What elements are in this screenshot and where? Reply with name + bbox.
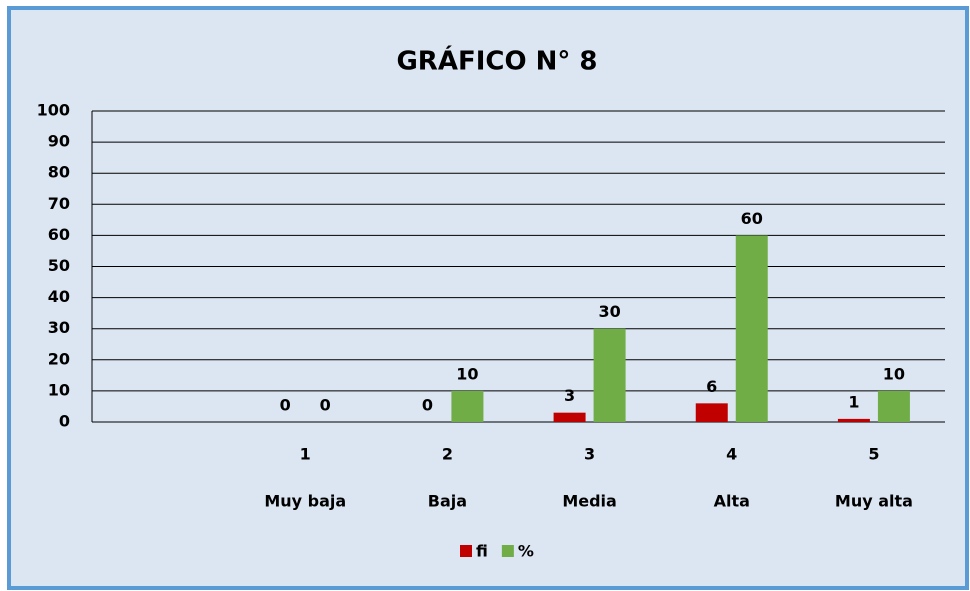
data-label: 0	[320, 396, 331, 415]
bar	[877, 390, 910, 422]
x-category-name: Media	[562, 492, 617, 511]
y-tick-label: 20	[48, 349, 70, 368]
y-tick-label: 40	[48, 287, 70, 306]
bar	[553, 412, 586, 422]
legend-label: %	[518, 542, 534, 561]
x-tick-label: 4	[726, 445, 737, 464]
data-label: 10	[456, 364, 478, 383]
x-category-name: Baja	[428, 492, 467, 511]
data-label: 60	[741, 209, 763, 228]
y-tick-label: 80	[48, 163, 70, 182]
y-tick-label: 90	[48, 132, 70, 151]
x-tick-label: 5	[868, 445, 879, 464]
bar	[451, 390, 484, 422]
x-category-name: Muy baja	[264, 492, 346, 511]
data-label: 6	[706, 377, 717, 396]
y-tick-label: 50	[48, 256, 70, 275]
bar	[837, 418, 870, 422]
data-label: 30	[598, 302, 620, 321]
bar	[695, 403, 728, 422]
y-tick-label: 0	[59, 412, 70, 431]
x-category-name: Muy alta	[835, 492, 913, 511]
legend-label: fi	[476, 542, 488, 561]
bar	[735, 235, 768, 422]
x-tick-label: 1	[300, 445, 311, 464]
data-label: 3	[564, 386, 575, 405]
data-label: 0	[280, 396, 291, 415]
y-tick-label: 10	[48, 380, 70, 399]
data-label: 10	[883, 364, 905, 383]
y-tick-label: 60	[48, 225, 70, 244]
x-tick-label: 3	[584, 445, 595, 464]
legend-swatch	[460, 545, 472, 557]
legend-swatch	[501, 545, 514, 557]
chart-title: GRÁFICO N° 8	[396, 45, 597, 77]
y-tick-label: 70	[48, 194, 70, 213]
data-label: 1	[848, 392, 859, 411]
data-label: 0	[422, 396, 433, 415]
x-category-name: Alta	[714, 492, 750, 511]
y-tick-label: 30	[48, 318, 70, 337]
bar	[593, 328, 626, 422]
x-tick-label: 2	[442, 445, 453, 464]
y-tick-label: 100	[37, 101, 70, 120]
